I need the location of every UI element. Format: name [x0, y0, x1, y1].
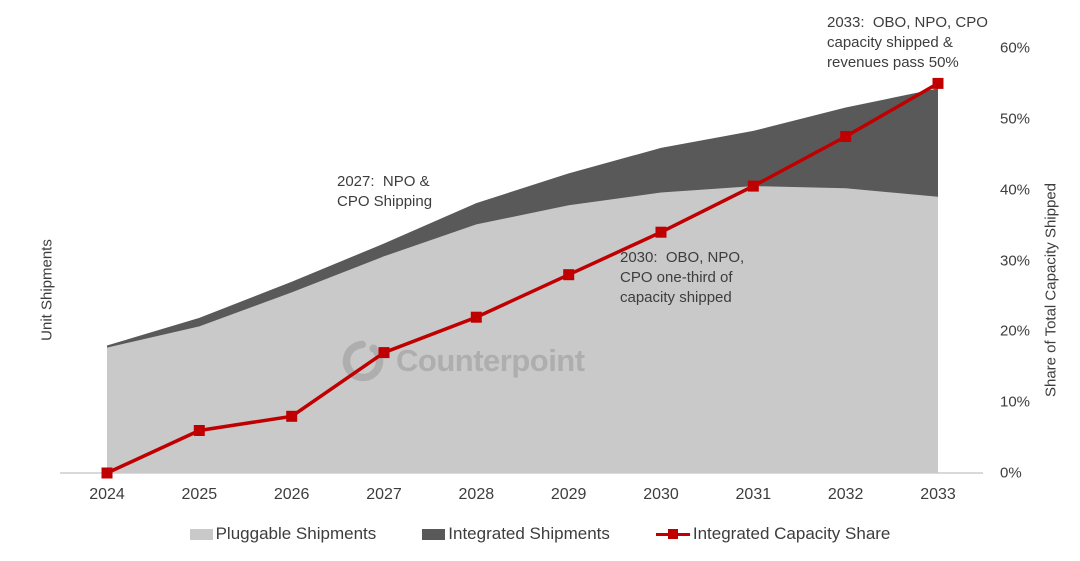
annotation-2027: 2027: NPO & CPO Shipping — [337, 173, 433, 210]
marker-capacity-share — [747, 180, 759, 192]
marker-capacity-share — [193, 425, 205, 436]
x-axis-label-2033: 2033 — [920, 486, 956, 503]
marker-capacity-share — [286, 410, 298, 422]
legend-label-capacity-share: Integrated Capacity Share — [692, 524, 891, 543]
marker-capacity-share — [840, 131, 852, 142]
right-axis-tick-50: 50% — [1000, 110, 1031, 128]
line-integrated-capacity-share — [106, 81, 939, 475]
counterpoint-logo-icon — [342, 340, 384, 382]
x-axis-label-2032: 2032 — [827, 486, 864, 503]
annotation-2033: 2033: OBO, NPO, CPO capacity shipped & r… — [827, 14, 988, 71]
x-axis-label-2025: 2025 — [181, 486, 218, 503]
right-axis-tick-30: 30% — [1000, 252, 1031, 269]
annotation-2030: 2030: OBO, NPO, CPO one-third of capacit… — [620, 249, 745, 306]
watermark: Counterpoint — [340, 338, 585, 384]
x-axis-label-2031: 2031 — [735, 486, 772, 503]
x-axis-label-2024: 2024 — [89, 486, 125, 503]
marker-capacity-share — [655, 226, 667, 238]
x-axis-label-2026: 2026 — [273, 486, 310, 503]
legend-label-pluggable: Pluggable Shipments — [215, 524, 377, 543]
watermark-text: Counterpoint — [396, 343, 585, 378]
legend-label-integrated: Integrated Shipments — [448, 524, 610, 543]
legend-item-integrated: Integrated Shipments — [422, 524, 610, 544]
right-axis-tick-10: 10% — [1000, 393, 1031, 411]
right-axis-tick-60: 60% — [1000, 39, 1031, 57]
legend: Pluggable Shipments Integrated Shipments… — [0, 524, 1080, 544]
right-axis-tick-20: 20% — [1000, 322, 1031, 340]
legend-item-capacity-share: Integrated Capacity Share — [655, 524, 891, 544]
marker-capacity-share — [378, 347, 390, 359]
x-axis-label-2030: 2030 — [643, 486, 679, 503]
x-axis-labels: 2024 2025 2026 2027 2028 2029 2030 2031 2032 2033 — [0, 486, 1080, 506]
x-axis-label-2028: 2028 — [458, 486, 495, 503]
marker-capacity-share — [932, 77, 944, 89]
x-axis-label-2027: 2027 — [366, 486, 402, 503]
legend-swatch-integrated — [422, 528, 446, 540]
legend-swatch-capacity-share — [655, 529, 690, 540]
x-axis-label-2029: 2029 — [550, 486, 587, 503]
legend-item-pluggable: Pluggable Shipments — [189, 524, 377, 544]
legend-marker-icon — [667, 529, 678, 539]
legend-swatch-pluggable — [189, 528, 213, 540]
right-axis-tick-40: 40% — [1000, 181, 1031, 199]
right-axis-tick-0: 0% — [1000, 464, 1022, 482]
marker-capacity-share — [563, 269, 575, 281]
marker-capacity-share — [101, 467, 113, 479]
marker-capacity-share — [470, 311, 482, 323]
